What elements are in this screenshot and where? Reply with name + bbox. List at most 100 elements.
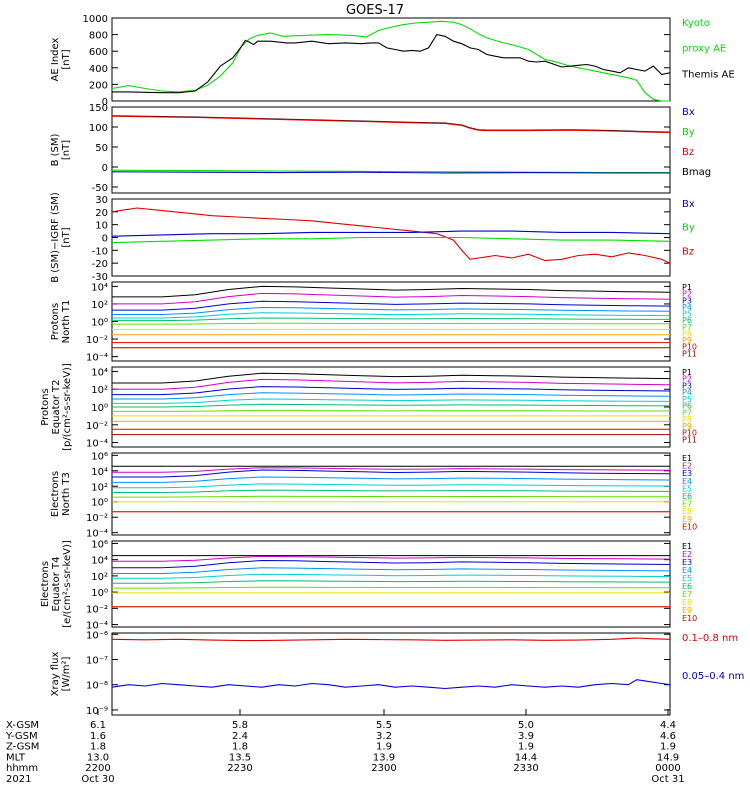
y-tick-label: -10 [92, 246, 108, 257]
y-axis-label: [p/(cm²-s-sr-keV)] [62, 363, 73, 451]
y-axis-label: [W/m²] [61, 656, 72, 691]
x-axis-row-value: Oct 31 [651, 774, 684, 785]
series-line-p7 [112, 322, 670, 325]
x-axis-row-value: 1.8 [90, 742, 106, 753]
x-axis-row-value: 0000 [655, 763, 680, 774]
legend-entry: E10 [682, 614, 697, 623]
y-tick-label: 600 [89, 47, 108, 58]
legend-entry: E6 [682, 582, 692, 591]
legend-entry: Bz [682, 147, 694, 158]
series-line-p3 [112, 386, 671, 396]
y-tick-label: 10⁻² [86, 335, 108, 346]
y-tick-label: 800 [89, 31, 108, 42]
y-axis-label: Electrons [50, 471, 61, 517]
series-line-0-1-0-8-nm [111, 637, 671, 642]
panel-frame [111, 632, 671, 716]
x-axis-row-value: 4.6 [660, 731, 676, 742]
panel-frame [111, 281, 671, 362]
legend-entry: P5 [682, 310, 692, 319]
y-tick-label: 50 [95, 143, 108, 154]
y-tick-label: 10² [91, 300, 108, 311]
series-line-p4 [112, 306, 671, 315]
y-tick-label: 10⁰ [91, 318, 108, 329]
x-axis-row-value: 13.0 [87, 752, 109, 763]
legend-entry: P9 [682, 422, 692, 431]
y-tick-label: 10⁻² [86, 421, 108, 432]
x-axis-row-value: 2330 [513, 763, 538, 774]
y-axis-label: North T1 [61, 300, 72, 344]
panel-electrons_t4: 10⁻⁴ 10⁻² 10⁰ 10² 10⁴ 10⁶ Electrons Equator T4[… [40, 539, 697, 631]
x-axis-row-label: X-GSM [6, 720, 39, 731]
series-line-p5 [112, 398, 671, 404]
y-tick-label: 100 [89, 123, 108, 134]
y-tick-label: 30 [95, 195, 108, 206]
x-axis-row-value: 14.4 [515, 752, 537, 763]
x-axis-row-value: 3.9 [518, 731, 534, 742]
x-axis-row-value: 1.9 [376, 742, 392, 753]
x-axis-row-value: 5.8 [232, 720, 248, 731]
panel-frame [111, 540, 671, 628]
y-tick-label: 1000 [83, 14, 108, 25]
legend-entry: Bx [682, 107, 695, 118]
y-tick-label: 10⁻⁴ [86, 353, 108, 364]
series-line-bz [111, 207, 671, 264]
series-line-e5 [112, 483, 671, 489]
legend-entry: E8 [682, 507, 692, 516]
panel-ae: 0 200 400 600 800 1000 AE Index [nT] Kyoto proxy … [50, 14, 735, 108]
legend-entry: E5 [682, 484, 692, 493]
panel-xray: 10⁻⁹ 10⁻⁸ 10⁻⁷ 10⁻⁶ Xray flux [W/m²] 0.1–0.8 n… [50, 630, 744, 717]
legend-entry: Kyoto [682, 18, 710, 29]
y-tick-label: 20 [95, 208, 108, 219]
panel-b_sm_igrf: -30 -20 -100 10 20 30 B (SM)−IGRF (SM) [nT] Bx By… [50, 192, 695, 283]
y-tick-label: 10⁶ [91, 539, 108, 550]
legend-entry: E10 [682, 522, 697, 531]
y-axis-label: Electrons [40, 561, 51, 607]
legend-entry: E6 [682, 492, 692, 501]
y-tick-label: 10⁴ [91, 282, 108, 293]
y-tick-label: 10⁻⁴ [86, 439, 108, 450]
legend: Bx By Bz Bmag [682, 107, 711, 178]
legend-entry: P5 [682, 395, 692, 404]
x-axis-row-value: 14.9 [657, 752, 679, 763]
panel-frame [111, 452, 671, 536]
y-axis-label: Protons [40, 388, 51, 425]
x-axis-row-value: 1.8 [232, 742, 248, 753]
legend-entry: E3 [682, 469, 692, 478]
x-axis-row-label: hhmm [6, 763, 38, 774]
series-line-p1 [112, 372, 671, 384]
legend: Bx By Bz [682, 199, 695, 257]
legend-entry: P7 [682, 408, 692, 417]
y-tick-label: 10⁻⁴ [86, 529, 108, 540]
plot-title: GOES-17 [346, 3, 404, 18]
legend-entry: Bz [682, 246, 694, 257]
panel-protons_t1: 10⁻⁴ 10⁻² 10⁰ 10² 10⁴ Protons North T1 P1P2P3P4… [50, 281, 697, 364]
y-tick-label: 10⁻² [86, 513, 108, 524]
legend-entry: P3 [682, 381, 692, 390]
series-line-e2 [112, 467, 671, 473]
legend-entry: P9 [682, 336, 692, 345]
legend-entry: proxy AE [682, 44, 726, 55]
legend-entry: E7 [682, 500, 692, 509]
legend-entry: E8 [682, 598, 692, 607]
series-line-0-05-0-4-nm [111, 679, 671, 690]
legend-entry: P7 [682, 323, 692, 332]
legend-entry: 0.1–0.8 nm [682, 633, 738, 644]
legend-entry: E2 [682, 462, 692, 471]
y-axis-label: [nT] [61, 227, 72, 247]
y-axis-label: Xray flux [50, 652, 61, 697]
y-axis-label: North T3 [61, 472, 72, 516]
y-tick-label: 10⁻⁹ [86, 706, 108, 717]
legend-entry: P4 [682, 388, 692, 397]
y-tick-label: 0 [102, 163, 108, 174]
y-tick-label: 0 [102, 234, 108, 245]
legend-entry: E1 [682, 454, 692, 463]
series-line-p5 [112, 312, 671, 319]
series-line-bmag [111, 115, 671, 133]
x-axis-row-value: 13.5 [229, 752, 251, 763]
y-tick-label: 10⁰ [91, 498, 108, 509]
x-axis-row-value: 1.6 [90, 731, 106, 742]
y-tick-label: 10⁴ [91, 556, 108, 567]
x-axis-row-value: 13.9 [373, 752, 395, 763]
x-axis-row-value: 6.1 [90, 720, 106, 731]
y-tick-label: 10⁶ [91, 451, 108, 462]
